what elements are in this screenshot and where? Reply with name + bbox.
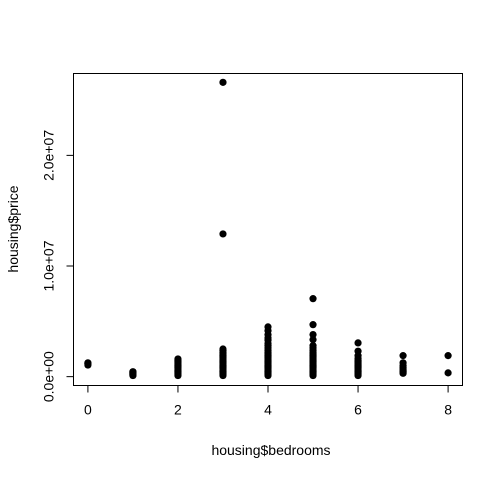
data-point: [84, 359, 92, 367]
data-point: [174, 355, 182, 363]
data-point: [399, 352, 407, 360]
data-point: [399, 359, 407, 367]
y-axis-label: housing$price: [5, 185, 21, 272]
data-point: [444, 369, 452, 377]
data-point: [354, 339, 362, 347]
x-tick-label: 8: [444, 402, 452, 418]
y-tick-label: 0.0e+00: [41, 351, 57, 402]
data-point: [219, 78, 227, 86]
data-point: [309, 331, 317, 339]
x-tick-label: 6: [354, 402, 362, 418]
data-point: [219, 230, 227, 238]
data-point: [219, 345, 227, 353]
data-point: [309, 335, 317, 344]
x-axis: 0 2 4 6 8: [84, 385, 452, 418]
y-tick-label: 1.0e+07: [41, 240, 57, 291]
x-axis-label: housing$bedrooms: [211, 442, 330, 458]
data-point: [309, 321, 317, 329]
data-point: [444, 352, 452, 360]
y-axis: 0.0e+00 1.0e+07 2.0e+07: [41, 130, 74, 402]
data-points: [84, 78, 452, 380]
data-point: [129, 368, 137, 376]
x-tick-label: 2: [174, 402, 182, 418]
data-point: [309, 295, 317, 303]
y-tick-label: 2.0e+07: [41, 130, 57, 181]
x-tick-label: 0: [84, 402, 92, 418]
data-point: [309, 342, 317, 350]
data-point: [264, 323, 272, 331]
x-tick-label: 4: [264, 402, 272, 418]
data-point: [354, 347, 362, 355]
